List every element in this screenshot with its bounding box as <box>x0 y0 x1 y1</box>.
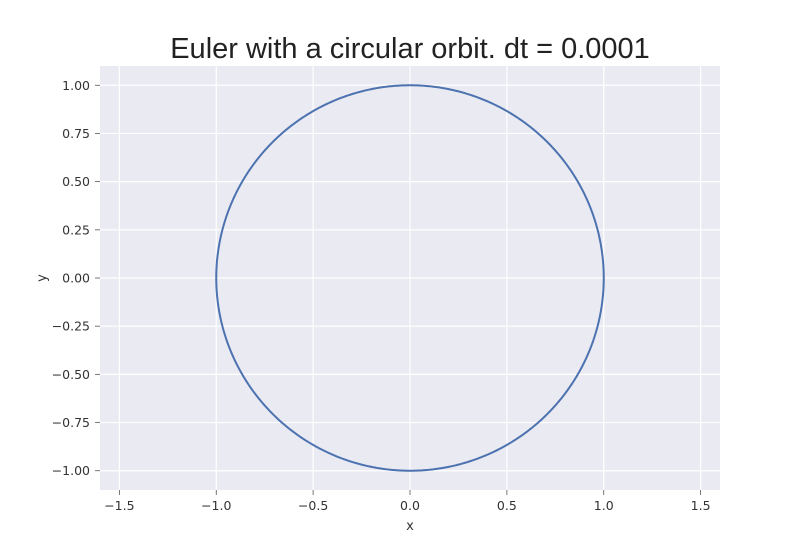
y-tick-label: 0.25 <box>62 222 90 237</box>
y-tick-label: 0.50 <box>62 174 90 189</box>
orbit-line <box>215 84 605 472</box>
grid <box>100 66 720 490</box>
y-tick-label: 0.75 <box>62 126 90 141</box>
y-tick-label: −1.00 <box>52 463 90 478</box>
x-tick-label: −1.0 <box>201 498 231 513</box>
y-axis: 1.00 0.75 0.50 0.25 0.00 −0.25 −0.50 −0.75 −1.00 <box>52 78 100 478</box>
y-tick-label: −0.75 <box>52 415 90 430</box>
x-axis-label: x <box>406 519 414 534</box>
series-group <box>215 84 605 472</box>
x-axis: −1.5 −1.0 −0.5 0.0 0.5 1.0 1.5 <box>104 490 711 513</box>
y-tick-label: −0.25 <box>52 319 90 334</box>
x-tick-label: 1.5 <box>691 498 711 513</box>
y-tick-label: 1.00 <box>62 78 90 93</box>
x-tick-label: 1.0 <box>594 498 614 513</box>
x-tick-label: 0.0 <box>400 498 420 513</box>
x-tick-label: −1.5 <box>104 498 134 513</box>
x-tick-label: −0.5 <box>298 498 328 513</box>
chart-title: Euler with a circular orbit. dt = 0.0001 <box>170 33 650 65</box>
x-tick-label: 0.5 <box>497 498 517 513</box>
y-tick-label: 0.00 <box>62 271 90 286</box>
y-tick-label: −0.50 <box>52 367 90 382</box>
y-axis-label: y <box>35 274 50 282</box>
